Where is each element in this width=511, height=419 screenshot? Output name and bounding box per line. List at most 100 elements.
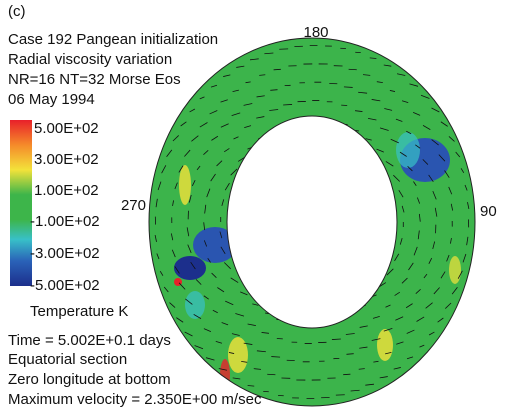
velocity-arrow: [413, 181, 417, 186]
velocity-arrow: [376, 81, 383, 84]
angle-label: 270: [121, 197, 146, 214]
velocity-arrow: [371, 338, 381, 341]
velocity-arrow: [211, 272, 217, 278]
velocity-arrow: [331, 338, 341, 340]
velocity-arrow: [216, 160, 223, 167]
warm-streak: [377, 329, 393, 361]
velocity-arrow: [210, 173, 216, 182]
colorbar-label: 1.00E+02: [34, 182, 99, 199]
cold-anomaly: [174, 256, 206, 280]
velocity-arrow: [346, 353, 354, 355]
velocity-arrow: [231, 333, 240, 336]
velocity-arrow: [252, 303, 259, 306]
velocity-arrow: [189, 108, 196, 113]
velocity-arrow: [184, 149, 191, 157]
velocity-arrow: [184, 331, 193, 337]
velocity-arrow: [369, 57, 377, 59]
velocity-arrow: [389, 90, 396, 92]
field-background: [149, 38, 475, 406]
velocity-arrow: [212, 309, 218, 314]
velocity-arrow: [455, 151, 461, 158]
velocity-arrow: [247, 385, 255, 387]
velocity-arrow: [412, 112, 421, 116]
velocity-arrow: [259, 74, 266, 76]
velocity-arrow: [157, 181, 162, 191]
velocity-arrow: [221, 199, 225, 206]
velocity-arrow: [169, 302, 176, 308]
velocity-arrow: [385, 304, 391, 308]
velocity-arrow: [210, 84, 218, 88]
velocity-arrow: [207, 258, 211, 263]
velocity-arrow: [395, 118, 403, 122]
velocity-arrow: [267, 373, 276, 376]
velocity-arrow: [186, 227, 190, 237]
velocity-arrow: [188, 194, 192, 203]
velocity-arrow: [270, 89, 278, 91]
velocity-arrow: [180, 121, 187, 127]
velocity-arrow: [172, 200, 174, 207]
velocity-arrow: [401, 100, 409, 104]
velocity-arrow: [438, 154, 446, 162]
velocity-arrow: [230, 168, 238, 176]
velocity-arrow: [220, 123, 229, 128]
velocity-arrow: [428, 257, 433, 264]
colorbar-label: -1.00E+02: [30, 213, 100, 230]
velocity-arrow: [432, 190, 437, 200]
velocity-arrow: [405, 303, 413, 309]
velocity-arrow: [203, 222, 206, 231]
velocity-arrow: [385, 351, 392, 355]
velocity-arrow: [203, 295, 209, 300]
velocity-arrow: [407, 166, 413, 172]
velocity-arrow: [418, 213, 421, 222]
velocity-arrow: [176, 317, 184, 323]
velocity-arrow: [156, 253, 160, 260]
velocity-arrow: [190, 261, 196, 270]
velocity-arrow: [406, 329, 415, 334]
velocity-arrow: [193, 314, 202, 319]
velocity-arrow: [372, 315, 380, 319]
velocity-arrow: [196, 165, 201, 171]
footer-line: Zero longitude at bottom: [8, 371, 171, 388]
velocity-arrow: [163, 286, 169, 293]
velocity-arrow: [448, 136, 455, 142]
velocity-arrow: [460, 168, 465, 174]
velocity-arrow: [367, 117, 377, 121]
velocity-arrow: [185, 298, 193, 305]
velocity-arrow: [232, 89, 239, 93]
velocity-arrow: [230, 277, 239, 283]
velocity-arrow: [383, 328, 393, 332]
velocity-arrow: [235, 313, 245, 317]
header-line: Radial viscosity variation: [8, 51, 172, 68]
velocity-arrow: [385, 161, 394, 167]
velocity-arrow: [466, 236, 469, 246]
velocity-arrow: [393, 367, 401, 370]
velocity-arrow: [371, 99, 381, 102]
velocity-arrow: [431, 139, 439, 146]
velocity-arrow: [204, 204, 207, 214]
velocity-arrow: [365, 138, 372, 141]
velocity-arrow: [243, 103, 253, 106]
velocity-arrow: [174, 266, 180, 274]
velocity-arrow: [332, 319, 341, 321]
velocity-arrow: [269, 109, 279, 111]
velocity-arrow: [203, 328, 212, 332]
velocity-arrow: [256, 95, 265, 98]
footer-line: Equatorial section: [8, 351, 127, 368]
velocity-arrow: [394, 253, 400, 262]
velocity-arrow: [399, 151, 407, 157]
velocity-arrow: [223, 74, 231, 77]
velocity-arrow: [221, 322, 229, 326]
velocity-arrow: [450, 203, 454, 211]
velocity-arrow: [440, 121, 448, 127]
velocity-arrow: [155, 198, 158, 208]
velocity-arrow: [394, 291, 401, 296]
colorbar-title: Temperature K: [30, 303, 128, 320]
velocity-arrow: [209, 110, 218, 115]
velocity-arrow: [398, 189, 404, 198]
velocity-arrow: [446, 254, 450, 262]
velocity-arrow: [450, 237, 452, 244]
colorbar-label: -5.00E+02: [30, 277, 100, 294]
velocity-arrow: [395, 316, 404, 321]
velocity-arrow: [350, 389, 360, 392]
velocity-arrow: [383, 64, 392, 67]
